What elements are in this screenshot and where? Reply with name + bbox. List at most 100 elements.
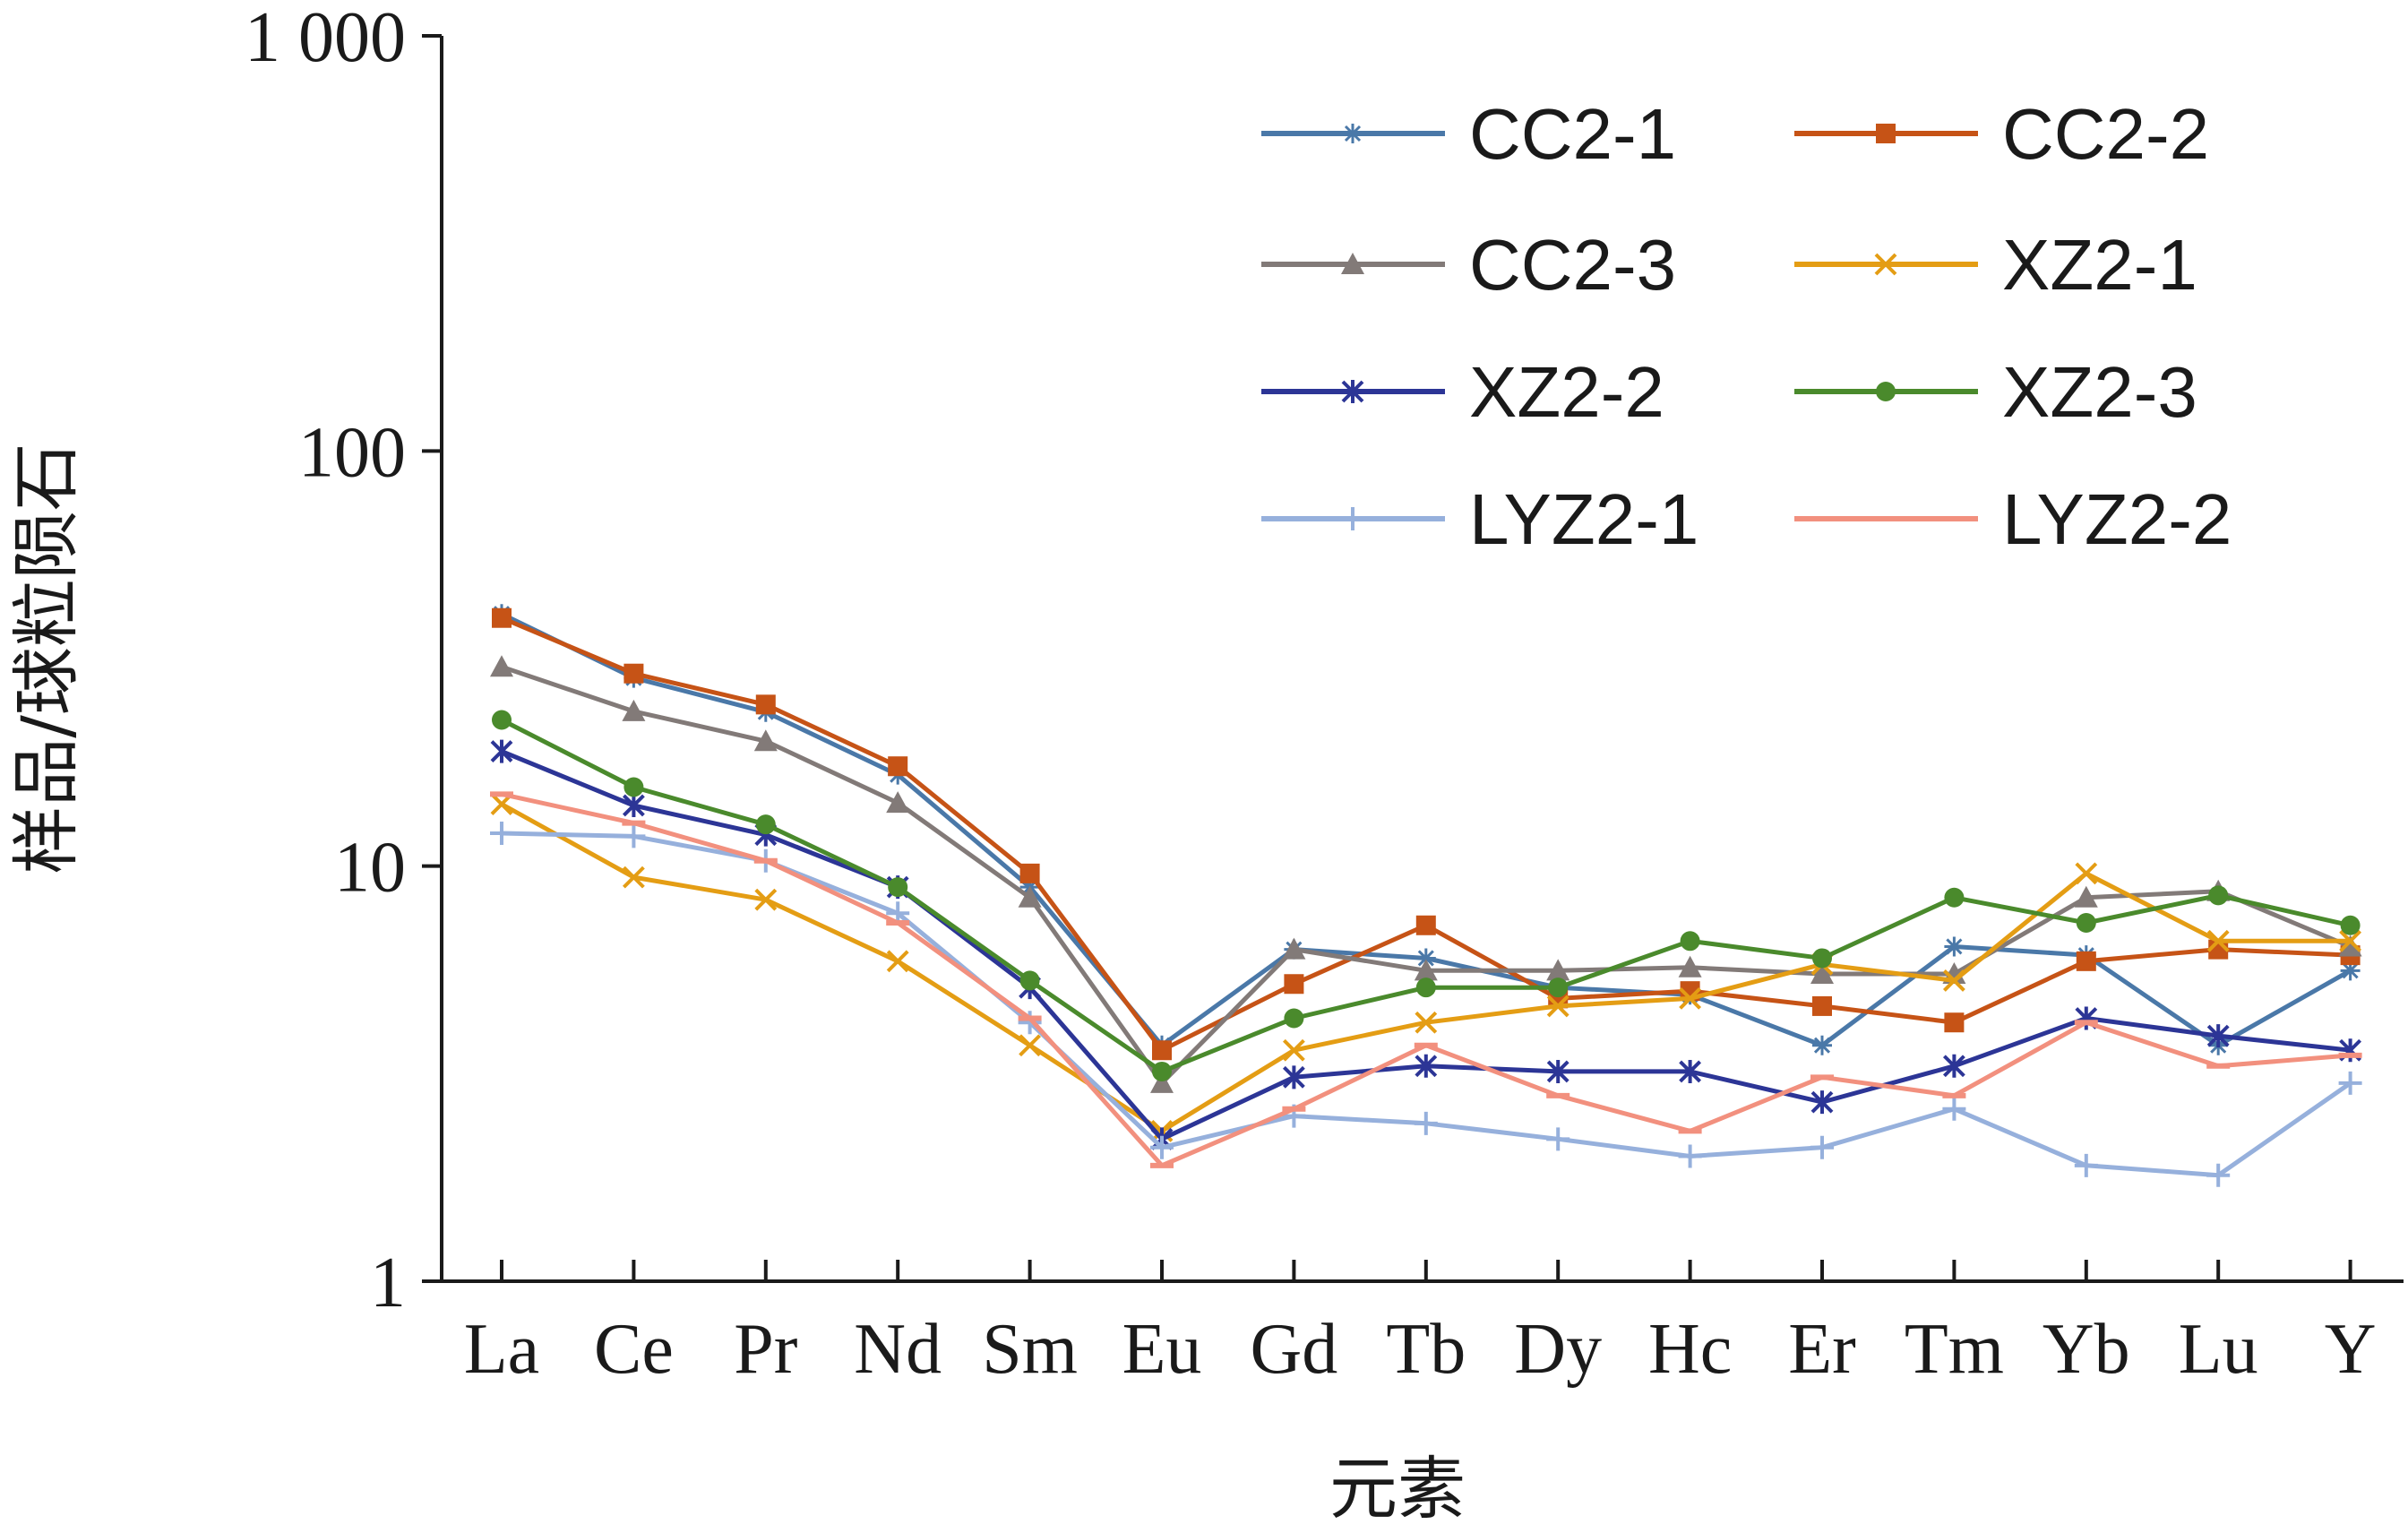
point-cc2-3-er <box>1810 961 1834 984</box>
point-xz2-3-nd <box>888 877 908 898</box>
point-cc2-1-er <box>1812 1035 1832 1055</box>
x-tick-label-y: Y <box>2325 1310 2377 1389</box>
x-tick-label-sm: Sm <box>982 1310 1078 1389</box>
point-cc2-3-sm <box>1018 885 1042 908</box>
point-cc2-2-yb <box>2076 951 2096 971</box>
legend-entry-cc2-2: CC2-2 <box>1794 94 2209 174</box>
x-tick-label-er: Er <box>1788 1310 1856 1389</box>
point-xz2-1-tm <box>1942 969 1965 992</box>
point-lyz2-1-eu <box>1150 1135 1174 1159</box>
series-layer <box>490 604 2362 1187</box>
point-xz2-1-y <box>2339 929 2362 952</box>
point-xz2-2-er <box>1810 1090 1834 1115</box>
legend-label: XZ2-1 <box>2002 225 2197 305</box>
point-cc2-2-sm <box>1019 863 1040 883</box>
legend-marker <box>1876 124 1896 143</box>
x-tick-label-la: La <box>464 1310 539 1389</box>
point-cc2-2-la <box>492 607 512 628</box>
point-cc2-2-gd <box>1284 974 1304 995</box>
point-cc2-3-hc <box>1678 955 1702 978</box>
point-cc2-2-tb <box>1415 915 1436 935</box>
point-xz2-2-la <box>490 739 513 763</box>
point-cc2-3-nd <box>886 791 910 814</box>
point-xz2-1-gd <box>1282 1038 1305 1062</box>
point-lyz2-1-sm <box>1018 1011 1042 1035</box>
series-xz2-2 <box>490 739 2362 1151</box>
x-tick-label-hc: Hc <box>1648 1310 1732 1389</box>
point-cc2-1-tb <box>1415 948 1436 969</box>
point-cc2-3-dy <box>1546 959 1570 981</box>
x-tick-label-yb: Yb <box>2042 1310 2130 1389</box>
x-tick-label-dy: Dy <box>1514 1310 1602 1389</box>
legend-label: LYZ2-2 <box>2002 479 2232 559</box>
point-xz2-3-pr <box>755 814 776 835</box>
x-tick-label-ce: Ce <box>594 1310 674 1389</box>
y-tick-label: 100 <box>298 413 406 492</box>
point-cc2-1-y <box>2340 960 2361 981</box>
point-lyz2-1-tm <box>1942 1097 1966 1121</box>
point-xz2-3-dy <box>1548 978 1569 998</box>
point-cc2-2-pr <box>755 694 776 715</box>
point-lyz2-1-y <box>2338 1071 2362 1095</box>
point-xz2-3-eu <box>1152 1061 1172 1081</box>
point-xz2-3-yb <box>2076 912 2096 933</box>
point-xz2-3-tm <box>1944 887 1965 908</box>
legend-entry-cc2-1: CC2-1 <box>1261 94 1676 174</box>
point-lyz2-1-la <box>490 821 513 845</box>
series-line-xz2-2 <box>501 749 2351 1141</box>
series-line-xz2-3 <box>500 718 2352 1074</box>
point-cc2-3-tb <box>1414 959 1438 981</box>
point-cc2-2-nd <box>888 756 908 777</box>
point-cc2-2-er <box>1812 995 1832 1016</box>
y-tick-label: 1 <box>370 1244 406 1322</box>
legend-label: XZ2-2 <box>1469 352 1664 432</box>
x-tick-label-gd: Gd <box>1251 1310 1338 1389</box>
point-lyz2-1-dy <box>1546 1127 1570 1151</box>
series-xz2-1 <box>490 793 2362 1142</box>
legend-marker <box>1874 253 1897 276</box>
point-xz2-3-tb <box>1415 978 1436 998</box>
legend-entry-xz2-3: XZ2-3 <box>1794 352 2197 432</box>
point-xz2-1-tb <box>1415 1011 1438 1034</box>
legend-label: CC2-2 <box>2002 94 2209 174</box>
legend-label: LYZ2-1 <box>1469 479 1698 559</box>
point-xz2-3-ce <box>624 777 644 797</box>
y-tick-label: 1 000 <box>245 0 406 77</box>
point-xz2-3-gd <box>1284 1008 1304 1029</box>
point-xz2-1-ce <box>622 866 645 889</box>
series-xz2-3 <box>492 710 2361 1081</box>
x-tick-label-tm: Tm <box>1905 1310 2004 1389</box>
legend-entry-xz2-1: XZ2-1 <box>1794 225 2197 305</box>
point-cc2-2-tm <box>1944 1012 1965 1033</box>
legend-marker <box>1341 507 1364 530</box>
point-xz2-1-lu <box>2206 929 2230 952</box>
point-cc2-3-yb <box>2074 885 2098 908</box>
legend-entry-xz2-2: XZ2-2 <box>1261 352 1664 432</box>
point-cc2-3-eu <box>1150 1071 1174 1093</box>
y-axis-title: 样品/球粒陨石 <box>6 443 86 874</box>
point-xz2-2-lu <box>2206 1024 2230 1048</box>
legend-label: XZ2-3 <box>2002 352 2197 432</box>
point-lyz2-1-ce <box>622 824 646 848</box>
point-cc2-3-y <box>2338 934 2362 957</box>
point-lyz2-1-lu <box>2206 1163 2231 1187</box>
legend-marker <box>1341 253 1364 274</box>
point-cc2-3-pr <box>753 729 778 752</box>
axes <box>440 36 2404 1283</box>
legend: CC2-1 CC2-2 CC2-3 XZ2-1 XZ2-2 XZ2-3 LYZ2-1 LYZ2… <box>1261 94 2232 559</box>
point-cc2-2-ce <box>624 663 644 684</box>
x-tick-label-pr: Pr <box>734 1310 797 1389</box>
point-xz2-1-dy <box>1546 995 1570 1018</box>
point-xz2-2-tm <box>1942 1054 1965 1078</box>
legend-entry-lyz2-2: LYZ2-2 <box>1794 479 2232 559</box>
point-lyz2-1-tb <box>1414 1111 1438 1135</box>
x-tick-label-lu: Lu <box>2179 1310 2258 1389</box>
point-lyz2-1-hc <box>1678 1144 1702 1168</box>
point-cc2-3-gd <box>1282 937 1306 960</box>
point-xz2-1-hc <box>1679 986 1702 1010</box>
x-axis-ticks: La Ce Pr Nd Sm Eu Gd Tb Dy Hc Er Tm Yb Lu Y <box>464 1260 2377 1389</box>
y-axis-ticks: 1 10 100 1 000 <box>245 0 442 1322</box>
point-xz2-2-tb <box>1415 1054 1438 1078</box>
point-cc2-3-la <box>490 655 513 677</box>
